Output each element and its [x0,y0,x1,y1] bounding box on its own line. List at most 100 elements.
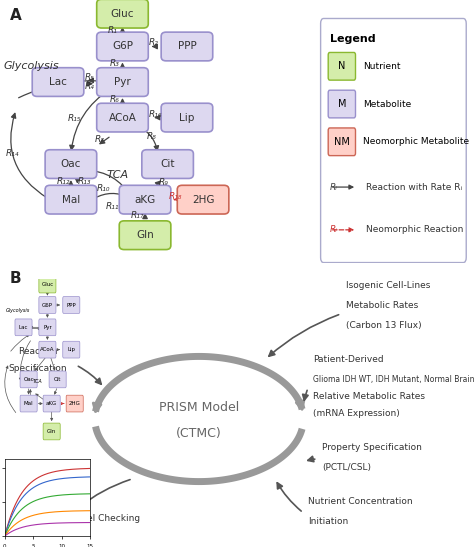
Text: R₁₃: R₁₃ [78,177,91,187]
Text: R₂: R₂ [149,38,159,47]
FancyBboxPatch shape [49,371,66,388]
Text: R₆: R₆ [109,95,119,104]
FancyBboxPatch shape [328,90,356,118]
Text: Mal: Mal [62,195,80,205]
Text: (CTMC): (CTMC) [176,427,222,440]
FancyBboxPatch shape [63,296,80,313]
FancyBboxPatch shape [97,68,148,96]
Text: Reaction with Rate Rᵢ: Reaction with Rate Rᵢ [366,183,462,191]
FancyBboxPatch shape [45,150,97,178]
Text: Property Specification: Property Specification [322,443,422,452]
FancyBboxPatch shape [32,68,84,96]
Text: G6P: G6P [42,302,53,307]
Text: 2HG: 2HG [69,401,81,406]
FancyBboxPatch shape [20,395,37,412]
Text: Gln: Gln [47,429,56,434]
Text: ACoA: ACoA [109,113,137,123]
Text: R₃: R₃ [109,60,119,68]
Text: NM: NM [334,137,350,147]
Text: Lip: Lip [67,347,75,352]
Text: Patient-Derived: Patient-Derived [313,355,383,364]
FancyBboxPatch shape [20,371,37,388]
Text: Nutrient Concentration: Nutrient Concentration [308,497,413,507]
FancyBboxPatch shape [142,150,193,178]
Text: Cit: Cit [160,159,175,169]
Text: TCA: TCA [33,379,43,384]
Text: R₉: R₉ [159,178,169,187]
FancyBboxPatch shape [119,185,171,214]
Text: Metabolic Rates: Metabolic Rates [346,301,418,310]
Text: R₁₂: R₁₂ [57,177,70,187]
FancyBboxPatch shape [161,32,213,61]
Text: 2HG: 2HG [192,195,214,205]
FancyBboxPatch shape [39,319,56,336]
Text: Rᵢ: Rᵢ [330,183,337,191]
Text: (Carbon 13 Flux): (Carbon 13 Flux) [346,321,422,330]
Text: R₈: R₈ [146,132,156,141]
Text: R₁₄: R₁₄ [6,149,19,158]
Text: R₁₀: R₁₀ [96,184,110,193]
Text: PRISM Model: PRISM Model [159,401,239,414]
Text: Initiation: Initiation [308,517,348,526]
FancyBboxPatch shape [39,296,56,313]
FancyBboxPatch shape [15,319,32,336]
FancyBboxPatch shape [328,128,356,156]
Text: R₇: R₇ [95,135,105,144]
Text: aKG: aKG [135,195,155,205]
FancyBboxPatch shape [66,395,83,412]
Text: Nutrient: Nutrient [363,62,401,71]
Text: aKG: aKG [46,401,57,406]
Text: R₁₁: R₁₁ [105,202,119,211]
Text: Pyr: Pyr [114,77,131,87]
Text: R₁: R₁ [108,26,118,34]
Text: N: N [338,61,346,71]
Text: Cit: Cit [54,377,61,382]
Text: Oac: Oac [23,377,34,382]
Text: Neomorphic Reaction: Neomorphic Reaction [366,225,464,234]
Text: R₁₇: R₁₇ [131,211,145,220]
FancyBboxPatch shape [97,103,148,132]
Text: Reaction: Reaction [18,347,58,356]
Text: Pyr: Pyr [43,325,52,330]
Text: R₁₈: R₁₈ [169,192,182,201]
Text: Glycolysis: Glycolysis [3,61,59,71]
FancyBboxPatch shape [177,185,229,214]
Text: Lip: Lip [179,113,195,123]
Text: A: A [9,8,21,23]
FancyBboxPatch shape [161,103,213,132]
FancyBboxPatch shape [328,53,356,80]
Text: Neomorphic Metabolite: Neomorphic Metabolite [363,137,469,146]
Text: R₅: R₅ [85,73,94,82]
FancyBboxPatch shape [320,19,466,263]
Text: Rᵢ: Rᵢ [330,225,337,234]
Text: Gluc: Gluc [41,282,54,287]
Text: Gln: Gln [136,230,154,240]
Text: B: B [9,271,21,286]
Text: R₁₅: R₁₅ [67,114,81,124]
FancyBboxPatch shape [39,341,56,358]
FancyBboxPatch shape [43,395,60,412]
Text: Glioma IDH WT, IDH Mutant, Normal Brain: Glioma IDH WT, IDH Mutant, Normal Brain [313,375,474,384]
Text: Metabolite: Metabolite [363,100,411,108]
FancyBboxPatch shape [63,341,80,358]
Text: TCA: TCA [106,170,128,180]
Text: (PCTL/CSL): (PCTL/CSL) [322,463,371,472]
FancyBboxPatch shape [45,185,97,214]
Text: Isogenic Cell-Lines: Isogenic Cell-Lines [346,281,430,290]
FancyBboxPatch shape [97,0,148,28]
Text: Lac: Lac [49,77,67,87]
Text: R₄: R₄ [85,83,94,91]
Text: Glycolysis: Glycolysis [6,309,30,313]
Text: Legend: Legend [330,33,375,44]
Text: Oac: Oac [61,159,81,169]
Text: ACoA: ACoA [40,347,55,352]
FancyBboxPatch shape [119,221,171,249]
FancyBboxPatch shape [43,423,60,440]
Text: R₁₆: R₁₆ [149,109,162,119]
Text: Mal: Mal [24,401,34,406]
Text: PPP: PPP [66,302,76,307]
Text: G6P: G6P [112,42,133,51]
Text: Relative Metabolic Rates: Relative Metabolic Rates [313,392,425,401]
Text: (mRNA Expression): (mRNA Expression) [313,409,400,418]
FancyBboxPatch shape [97,32,148,61]
